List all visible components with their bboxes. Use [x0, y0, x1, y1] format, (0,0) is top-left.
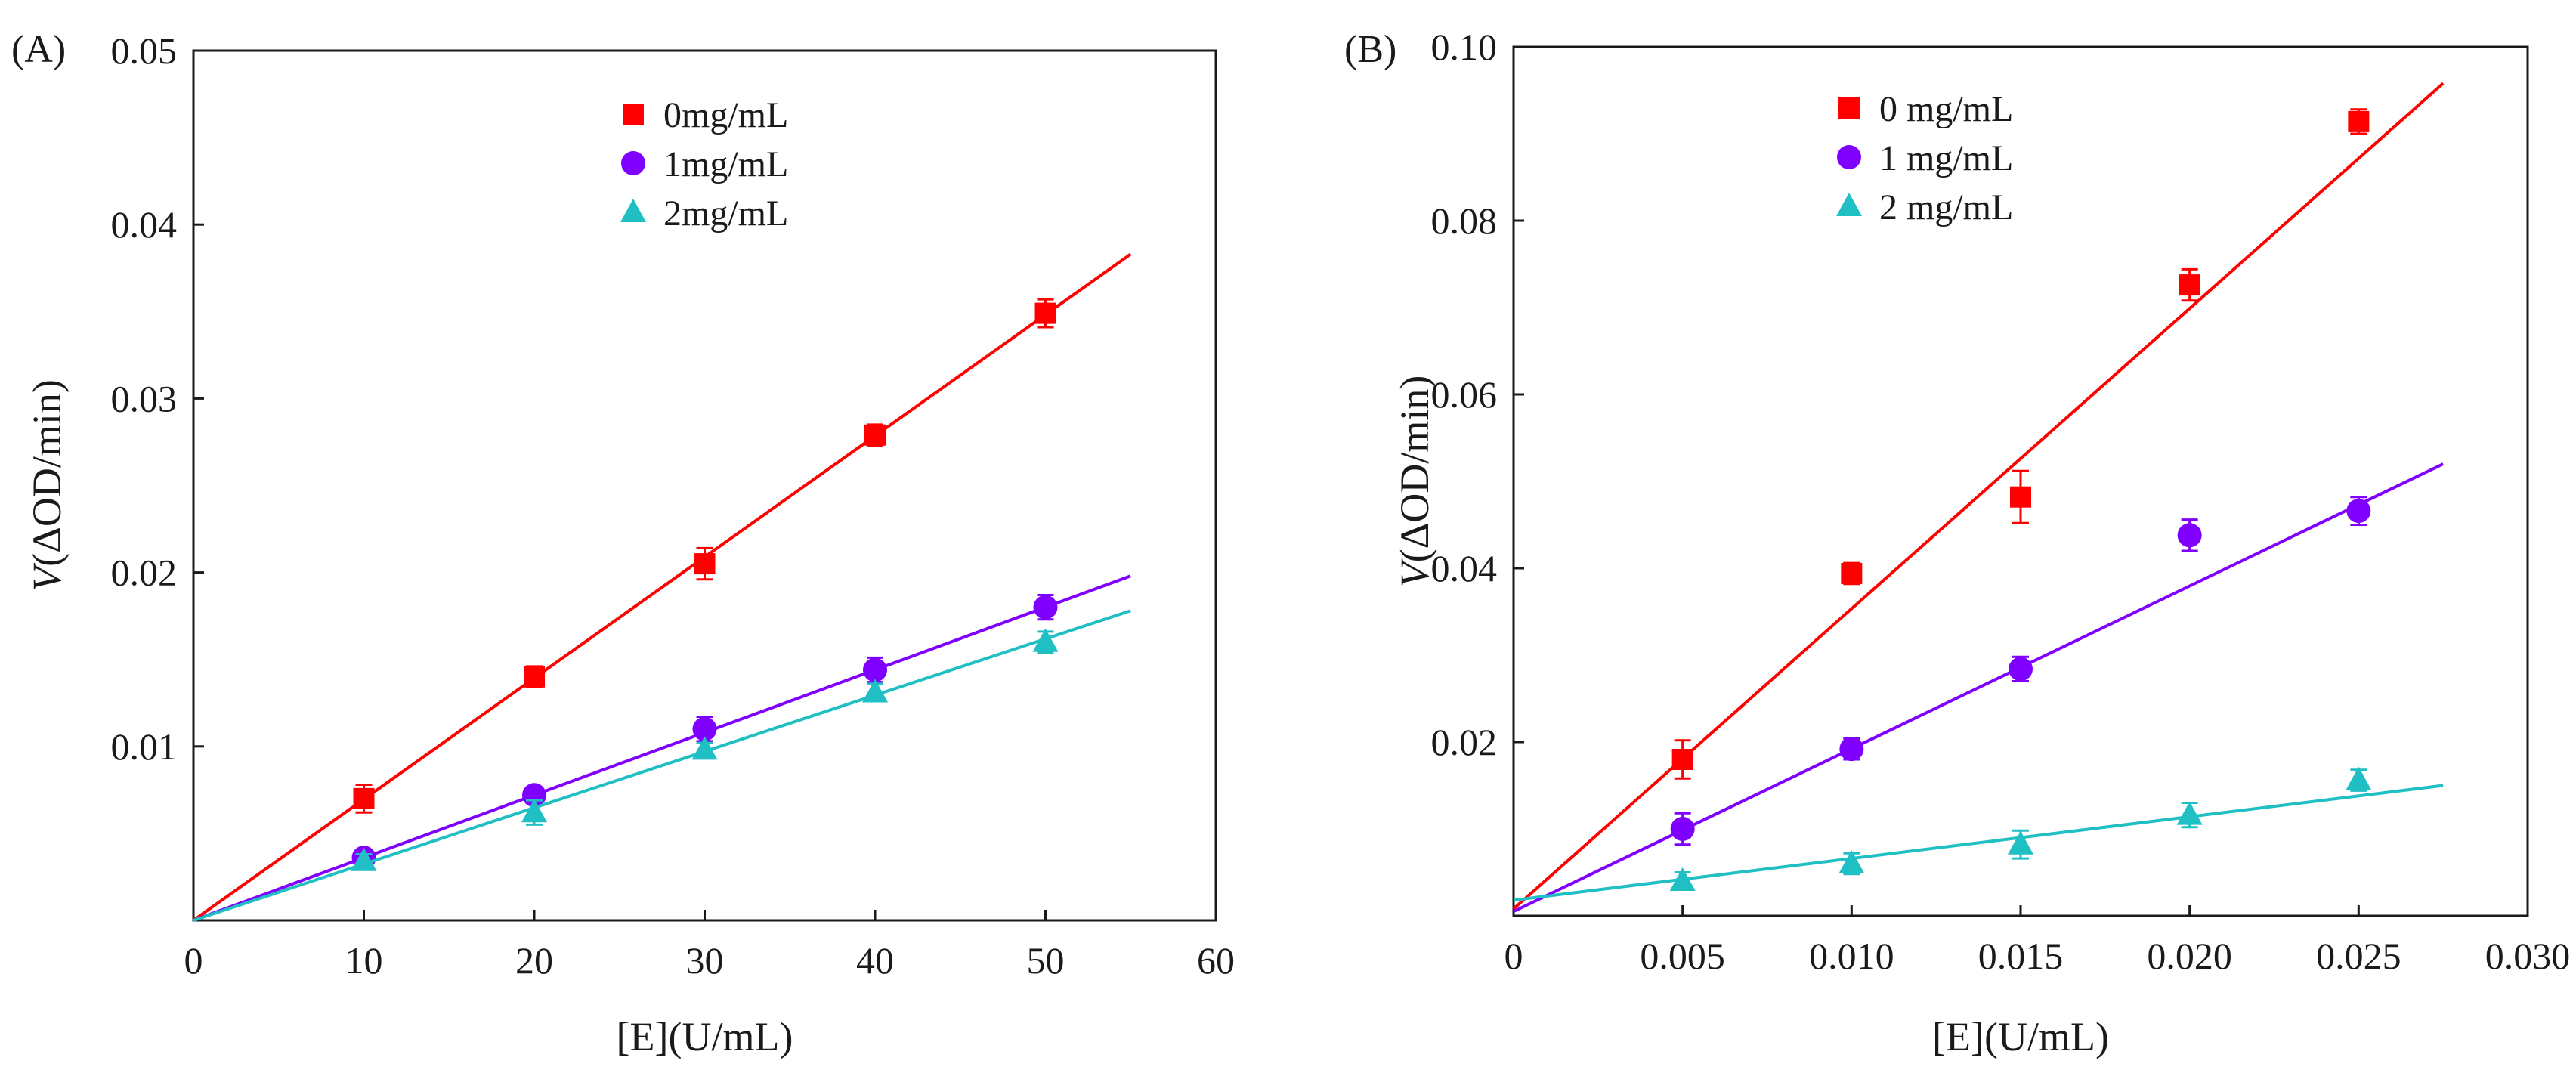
y-axis-title: V(ΔOD/min) [1392, 376, 1437, 588]
legend-entry: 2mg/mL [620, 193, 788, 233]
series-square [192, 252, 1132, 922]
y-axis-title: V(ΔOD/min) [24, 379, 70, 592]
y-axis-title-symbol: V [24, 562, 70, 592]
data-point [1841, 562, 1863, 584]
x-tick-label: 50 [1027, 939, 1065, 982]
legend-label: 0 mg/mL [1879, 89, 2013, 129]
x-tick-label: 0.010 [1809, 935, 1894, 977]
panel-b: 0 0.005 0.010 0.015 0.020 0.025 0.030 0.02 0.04 0… [1344, 26, 2570, 1059]
y-tick-label: 0.02 [1431, 721, 1498, 763]
x-tick-label: 0.025 [2316, 935, 2401, 977]
data-point [2010, 486, 2031, 508]
data-point [2009, 657, 2033, 682]
legend-entry: 0mg/mL [623, 95, 788, 135]
data-point [2008, 830, 2033, 855]
legend-label: 2mg/mL [663, 193, 788, 233]
legend-marker [620, 199, 646, 222]
data-point [351, 847, 377, 871]
data-point [691, 736, 718, 760]
series-square [1512, 82, 2445, 911]
legend-label: 1 mg/mL [1879, 138, 2013, 178]
legend-entry: 1 mg/mL [1837, 138, 2013, 178]
legend-marker [623, 104, 644, 125]
x-tick-label: 30 [686, 939, 724, 982]
data-point [1671, 749, 1693, 770]
legend-label: 1mg/mL [663, 144, 788, 184]
legend-marker [1836, 193, 1862, 216]
data-point [2179, 274, 2200, 296]
x-tick-label: 0.015 [1978, 935, 2064, 977]
fit-line [192, 252, 1132, 922]
x-tick-label: 40 [856, 939, 894, 982]
data-point [1838, 850, 1865, 873]
legend-entry: 2 mg/mL [1836, 187, 2013, 227]
x-tick-label: 0.030 [2485, 935, 2571, 977]
y-tick-label: 0.05 [111, 29, 178, 72]
panel-label: (B) [1344, 28, 1396, 71]
series-circle [193, 574, 1131, 922]
x-tick-label: 20 [515, 939, 553, 982]
data-point [353, 787, 375, 809]
data-point [694, 553, 716, 575]
data-point [521, 799, 547, 823]
fit-line [1512, 82, 2445, 911]
data-point [1670, 817, 1695, 841]
legend-marker [1838, 97, 1860, 119]
legend-label: 2 mg/mL [1879, 187, 2013, 227]
data-point [692, 716, 717, 741]
x-tick-label: 0.020 [2147, 935, 2232, 977]
x-tick-label: 0.005 [1640, 935, 1725, 977]
y-tick-label: 0.02 [111, 552, 178, 594]
x-tick-label: 10 [345, 939, 383, 982]
data-point [1033, 595, 1058, 620]
series-triangle [193, 609, 1131, 922]
series-triangle [1513, 766, 2444, 902]
data-point [864, 424, 886, 446]
data-point [2348, 110, 2370, 132]
x-tick-label: 60 [1197, 939, 1235, 982]
y-tick-label: 0.01 [111, 725, 178, 768]
y-tick-label: 0.08 [1431, 199, 1498, 242]
x-axis-title: [E](U/mL) [617, 1014, 793, 1059]
legend-entry: 0 mg/mL [1838, 89, 2013, 129]
y-axis-title-symbol: V [1392, 558, 1437, 587]
y-tick-label: 0.04 [111, 203, 178, 246]
data-point [2176, 801, 2203, 825]
data-point [1034, 302, 1056, 324]
y-axis-title-unit: (ΔOD/min) [24, 379, 70, 567]
y-tick-label: 0.06 [1431, 373, 1498, 416]
data-point [1839, 737, 1864, 762]
legend-entry: 1mg/mL [621, 144, 788, 184]
data-point [1669, 867, 1696, 891]
x-tick-label: 0 [1504, 935, 1523, 977]
panel-label: (A) [11, 28, 66, 71]
data-point [2177, 523, 2202, 548]
data-point [862, 679, 888, 703]
legend-marker [1837, 145, 1861, 169]
fit-line [1513, 784, 2444, 902]
legend-marker [621, 151, 645, 175]
data-point [2346, 766, 2372, 790]
fit-line [193, 574, 1131, 922]
y-tick-label: 0.10 [1431, 26, 1498, 68]
data-point [863, 657, 887, 682]
y-tick-label: 0.04 [1431, 547, 1498, 589]
y-tick-label: 0.03 [111, 377, 178, 419]
x-tick-label: 0 [184, 939, 203, 982]
y-axis-title-unit: (ΔOD/min) [1392, 376, 1437, 563]
data-point [524, 666, 545, 688]
data-point [1032, 628, 1059, 652]
legend-label: 0mg/mL [663, 95, 788, 135]
panel-a: 0 10 20 30 40 50 60 0.01 0.02 0.03 0.04 0.05 (A) [E](… [11, 28, 1235, 1059]
series-circle [1513, 462, 2445, 914]
data-point [2346, 499, 2371, 524]
fit-line [1513, 462, 2445, 914]
x-axis-title: [E](U/mL) [1932, 1014, 2109, 1059]
fit-line [193, 609, 1131, 922]
